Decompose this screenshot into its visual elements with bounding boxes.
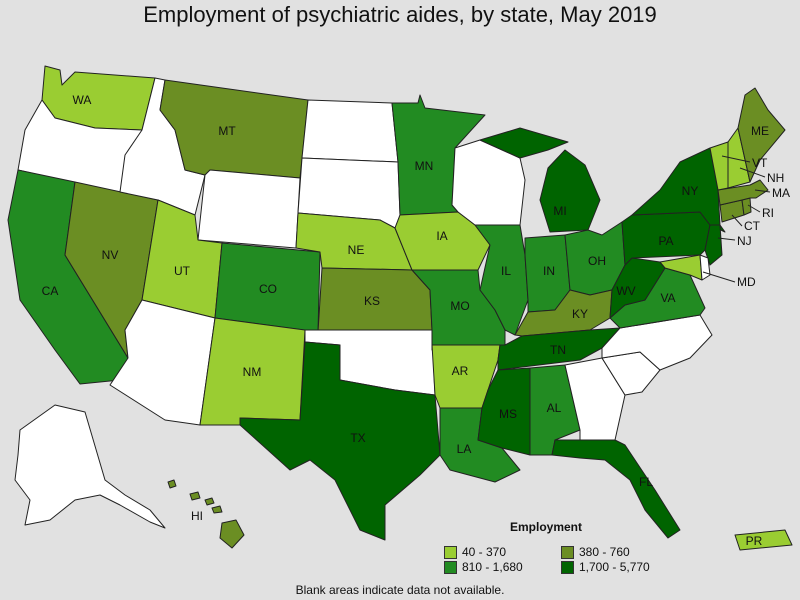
state-label-ct: CT xyxy=(744,219,761,233)
leader-line xyxy=(702,271,736,283)
state-tx[interactable] xyxy=(239,341,441,541)
state-label-mi: MI xyxy=(553,204,566,218)
state-label-nv: NV xyxy=(102,248,119,262)
state-label-nj: NJ xyxy=(737,234,752,248)
state-label-fl: FL xyxy=(639,475,653,489)
state-hi[interactable] xyxy=(167,479,245,549)
state-ny[interactable] xyxy=(631,147,726,233)
state-label-ky: KY xyxy=(572,307,588,321)
map-title: Employment of psychiatric aides, by stat… xyxy=(143,2,657,27)
legend-title: Employment xyxy=(510,520,583,534)
state-label-oh: OH xyxy=(588,254,606,268)
state-label-va: VA xyxy=(660,291,675,305)
state-mi[interactable] xyxy=(479,127,601,233)
legend-swatch xyxy=(561,545,574,559)
state-label-hi: HI xyxy=(191,509,203,523)
state-label-md: MD xyxy=(737,275,756,289)
state-label-tx: TX xyxy=(350,431,365,445)
state-label-ar: AR xyxy=(452,364,469,378)
state-label-vt: VT xyxy=(752,156,768,170)
state-me[interactable] xyxy=(737,87,786,183)
leader-line xyxy=(739,167,766,178)
footnote: Blank areas indicate data not available. xyxy=(295,583,505,597)
state-nj[interactable] xyxy=(704,224,723,266)
legend-swatch xyxy=(444,560,457,574)
state-label-pa: PA xyxy=(658,234,673,248)
state-label-mo: MO xyxy=(450,299,469,313)
leader-line xyxy=(717,237,736,241)
state-label-tn: TN xyxy=(550,343,566,357)
state-label-pr: PR xyxy=(746,534,763,548)
state-label-in: IN xyxy=(543,264,555,278)
state-nd[interactable] xyxy=(301,99,399,163)
legend-label: 810 - 1,680 xyxy=(462,560,523,574)
legend-swatch xyxy=(561,560,574,574)
state-label-mn: MN xyxy=(415,159,434,173)
state-label-ne: NE xyxy=(348,243,365,257)
state-pr[interactable] xyxy=(734,529,793,551)
state-ak[interactable] xyxy=(14,404,166,529)
leader-line xyxy=(731,214,743,227)
state-label-ri: RI xyxy=(762,206,774,220)
leader-line xyxy=(754,189,771,193)
legend-swatch xyxy=(444,545,457,559)
legend-item-2: 380 - 760 xyxy=(561,545,630,559)
state-label-me: ME xyxy=(751,124,769,138)
state-ma[interactable] xyxy=(717,179,769,206)
state-label-la: LA xyxy=(457,442,472,456)
state-label-al: AL xyxy=(547,401,562,415)
state-label-co: CO xyxy=(259,282,277,296)
state-label-nm: NM xyxy=(243,365,262,379)
legend: Employment 40 - 370 380 - 760 810 - 1,68… xyxy=(444,520,684,576)
state-label-ut: UT xyxy=(174,264,191,278)
state-label-ny: NY xyxy=(682,184,699,198)
state-label-mt: MT xyxy=(218,124,236,138)
state-label-wv: WV xyxy=(616,284,635,298)
state-label-ca: CA xyxy=(42,284,59,298)
state-md[interactable] xyxy=(659,254,703,281)
state-fl[interactable] xyxy=(551,439,681,539)
state-label-wa: WA xyxy=(73,93,92,107)
legend-item-1: 40 - 370 xyxy=(444,545,506,559)
legend-label: 1,700 - 5,770 xyxy=(579,560,650,574)
legend-item-3: 810 - 1,680 xyxy=(444,560,523,574)
state-il[interactable] xyxy=(474,224,529,336)
state-label-ma: MA xyxy=(772,186,790,200)
state-label-nh: NH xyxy=(767,171,784,185)
state-label-ks: KS xyxy=(364,294,380,308)
legend-label: 380 - 760 xyxy=(579,545,630,559)
leader-line xyxy=(747,204,761,213)
state-label-ms: MS xyxy=(499,407,517,421)
state-wy[interactable] xyxy=(197,169,301,249)
legend-label: 40 - 370 xyxy=(462,545,507,559)
state-label-ia: IA xyxy=(436,229,447,243)
leader-line xyxy=(721,155,751,163)
legend-item-4: 1,700 - 5,770 xyxy=(561,560,650,574)
state-de[interactable] xyxy=(699,254,711,281)
state-label-il: IL xyxy=(501,264,511,278)
